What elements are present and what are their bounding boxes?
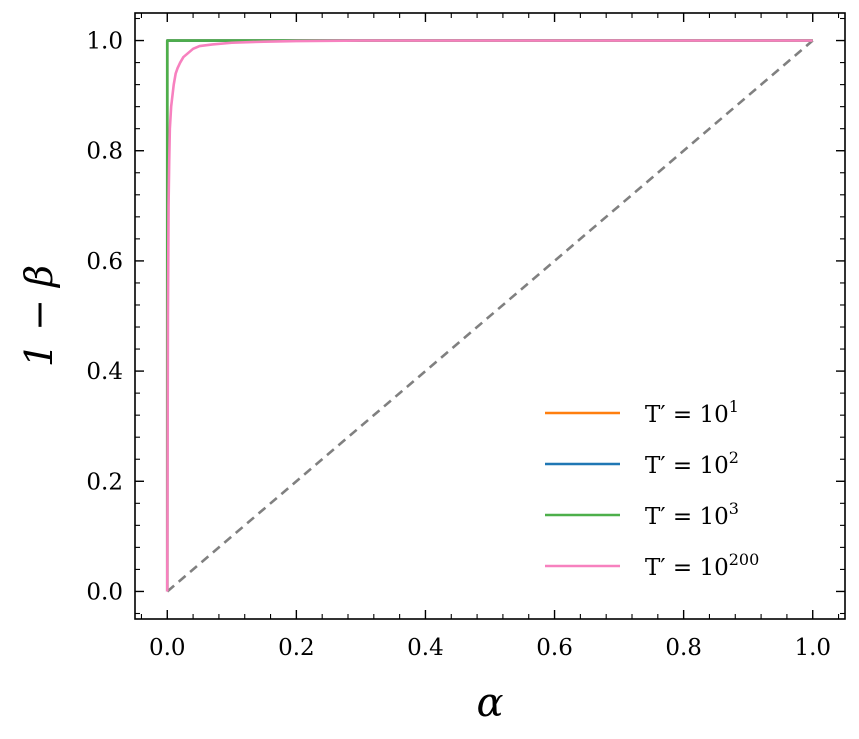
legend-label-base: T′ = 10: [645, 555, 729, 581]
y-tick-label: 0.4: [86, 359, 123, 385]
legend-label-base: T′ = 10: [645, 453, 729, 479]
diagonal-reference-line: [166, 39, 814, 593]
x-tick-label: 0.4: [407, 635, 444, 661]
legend-label-exponent: 1: [729, 397, 739, 416]
y-tick-label: 1.0: [86, 29, 123, 55]
x-tick-label: 0.8: [665, 635, 702, 661]
series-line-4: [165, 39, 813, 592]
y-axis-label: 1 − β: [17, 265, 61, 367]
y-tick-label: 0.0: [86, 579, 123, 605]
x-tick-label: 0.0: [149, 635, 186, 661]
legend-label-2: T′ = 102: [645, 448, 739, 479]
y-tick-label: 0.6: [86, 249, 123, 275]
legend-label-exponent: 200: [729, 550, 760, 569]
y-tick-label: 0.8: [86, 139, 123, 165]
x-tick-label: 0.6: [536, 635, 573, 661]
legend-label-3: T′ = 103: [645, 499, 739, 530]
legend-label-base: T′ = 10: [645, 504, 729, 530]
x-tick-label: 0.2: [278, 635, 315, 661]
x-tick-label: 1.0: [794, 635, 831, 661]
legend-label-base: T′ = 10: [645, 402, 729, 428]
axis-ticks: [135, 13, 845, 619]
x-axis-label: α: [476, 680, 503, 726]
legend-label-exponent: 2: [729, 448, 739, 467]
legend-label-1: T′ = 101: [645, 397, 739, 428]
plot-lines: [165, 39, 814, 593]
y-tick-label: 0.2: [86, 469, 123, 495]
legend-label-4: T′ = 10200: [645, 550, 759, 581]
legend-label-exponent: 3: [729, 499, 739, 518]
plot-frame: [134, 12, 846, 620]
tick-labels: 0.0 0.2 0.4 0.6 0.8 1.0 0.0 0.2 0.4 0.6 0.8 1.0: [86, 29, 831, 661]
